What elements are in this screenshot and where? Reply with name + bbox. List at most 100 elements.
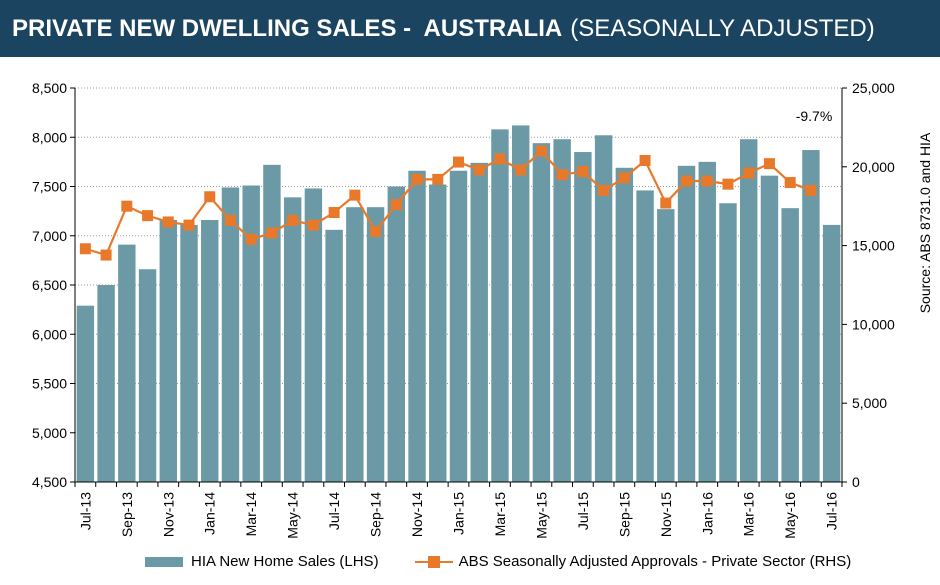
- change-annotation: -9.7%: [796, 108, 833, 124]
- y-left-tick-label: 5,500: [32, 376, 67, 392]
- bar-Oct-15: [636, 190, 654, 482]
- y-right-tick-label: 5,000: [852, 395, 887, 411]
- approvals-point-Mar-15: [494, 153, 506, 165]
- bar-Nov-13: [159, 219, 177, 483]
- y-right-tick-label: 15,000: [852, 238, 895, 254]
- approvals-point-Jul-14: [328, 207, 340, 219]
- approvals-point-Oct-14: [390, 199, 402, 211]
- bar-Jul-13: [76, 305, 95, 482]
- y-left-tick-label: 4,500: [32, 474, 67, 490]
- approvals-point-Oct-13: [142, 210, 154, 222]
- bar-Feb-16: [719, 203, 737, 482]
- x-tick-label: Nov-15: [658, 492, 674, 537]
- approvals-point-Feb-16: [722, 178, 734, 190]
- bar-Mar-14: [242, 185, 260, 482]
- y-left-tick-label: 5,000: [32, 425, 67, 441]
- approvals-point-May-14: [287, 214, 299, 226]
- bar-Sep-15: [615, 167, 634, 482]
- approvals-point-Jan-14: [204, 191, 216, 203]
- approvals-point-Oct-15: [639, 154, 651, 166]
- bar-Jul-15: [574, 152, 592, 482]
- approvals-point-Jan-16: [701, 175, 713, 187]
- approvals-point-Aug-15: [598, 184, 610, 196]
- y-left-tick-label: 6,500: [32, 277, 67, 293]
- x-tick-label: Mar-14: [243, 492, 259, 537]
- approvals-point-Apr-15: [515, 164, 527, 176]
- approvals-point-May-16: [784, 177, 796, 189]
- approvals-point-Jul-13: [79, 243, 91, 255]
- x-tick-label: Jul-15: [575, 492, 591, 530]
- bar-Apr-14: [263, 164, 281, 482]
- y-left-tick-label: 6,000: [32, 326, 67, 342]
- bar-Jul-16: [822, 224, 841, 483]
- bar-Apr-15: [511, 125, 530, 483]
- approvals-point-Jul-15: [577, 166, 589, 178]
- y-left-tick-label: 8,500: [32, 80, 67, 96]
- bar-Aug-15: [594, 135, 613, 482]
- x-tick-label: Mar-16: [741, 492, 757, 537]
- bar-Jun-15: [553, 139, 571, 482]
- chart-plot: 4,500 5,000 5,500 6,000 6,500 7,000 7,500 8,000…: [32, 80, 933, 539]
- approvals-point-Dec-15: [681, 175, 693, 187]
- legend-line-label: ABS Seasonally Adjusted Approvals - Priv…: [458, 553, 852, 570]
- approvals-point-Nov-13: [162, 216, 174, 228]
- legend-bar-swatch: [145, 556, 183, 567]
- bar-Feb-14: [221, 187, 240, 483]
- x-tick-label: Jan-14: [202, 492, 218, 535]
- x-tick-label: Jul-13: [77, 492, 93, 530]
- x-tick-label: Mar-15: [492, 492, 508, 537]
- bar-Dec-13: [180, 224, 198, 483]
- bar-Jun-16: [802, 150, 820, 482]
- bar-Oct-14: [387, 186, 406, 482]
- y-right-tick-label: 10,000: [852, 316, 895, 332]
- bar-Jan-16: [698, 161, 716, 482]
- approvals-point-Feb-14: [224, 214, 236, 226]
- bar-May-16: [781, 208, 799, 483]
- bar-Jul-14: [325, 229, 343, 482]
- x-tick-label: Nov-13: [160, 492, 176, 537]
- legend-bar-label: HIA New Home Sales (LHS): [191, 553, 379, 570]
- approvals-point-Sep-14: [370, 225, 382, 237]
- approvals-point-Jun-15: [556, 169, 568, 181]
- bar-Nov-15: [657, 209, 675, 482]
- x-tick-label: May-16: [782, 492, 798, 539]
- bar-May-15: [532, 143, 551, 482]
- approvals-point-Aug-14: [349, 189, 361, 201]
- title-banner: PRIVATE NEW DWELLING SALES - AUSTRALIA (…: [0, 0, 940, 57]
- approvals-point-Feb-15: [473, 164, 485, 176]
- x-tick-label: Sep-13: [119, 492, 135, 537]
- source-note: Source: ABS 8731.0 and HIA: [917, 132, 933, 313]
- bar-Aug-13: [97, 285, 115, 482]
- x-tick-label: Jul-16: [824, 492, 840, 530]
- y-left-tick-label: 7,500: [32, 179, 67, 195]
- approvals-point-Dec-14: [432, 173, 444, 185]
- x-tick-label: Sep-15: [616, 492, 632, 537]
- legend-line-swatch: [414, 555, 453, 569]
- chart-title: PRIVATE NEW DWELLING SALES - AUSTRALIA: [12, 14, 563, 42]
- y-right-tick-label: 20,000: [852, 159, 895, 175]
- bar-May-14: [283, 197, 302, 482]
- approvals-point-Mar-14: [245, 233, 257, 245]
- chart-subtitle: (SEASONALLY ADJUSTED): [570, 14, 875, 42]
- bar-Aug-14: [346, 207, 364, 482]
- x-tick-label: Jul-14: [326, 492, 342, 530]
- bar-Jun-14: [304, 188, 323, 482]
- bar-Feb-15: [470, 162, 488, 483]
- bar-Dec-14: [429, 184, 447, 482]
- approvals-point-Nov-14: [411, 173, 423, 185]
- bar-Mar-16: [740, 139, 758, 482]
- x-tick-label: May-14: [285, 492, 301, 539]
- bar-Sep-14: [366, 207, 385, 482]
- x-tick-label: Sep-14: [368, 492, 384, 537]
- approvals-point-May-15: [535, 145, 547, 157]
- bar-Mar-15: [491, 129, 509, 482]
- approvals-point-Jun-16: [805, 184, 817, 196]
- x-tick-label: May-15: [533, 492, 549, 539]
- legend: HIA New Home Sales (LHS) ABS Seasonally …: [145, 553, 851, 570]
- approvals-point-Aug-13: [100, 249, 112, 261]
- bar-Dec-15: [677, 165, 696, 482]
- approvals-point-Mar-16: [743, 167, 755, 179]
- bar-Jan-14: [201, 219, 219, 483]
- y-left-tick-label: 7,000: [32, 228, 67, 244]
- approvals-point-Apr-16: [763, 158, 775, 170]
